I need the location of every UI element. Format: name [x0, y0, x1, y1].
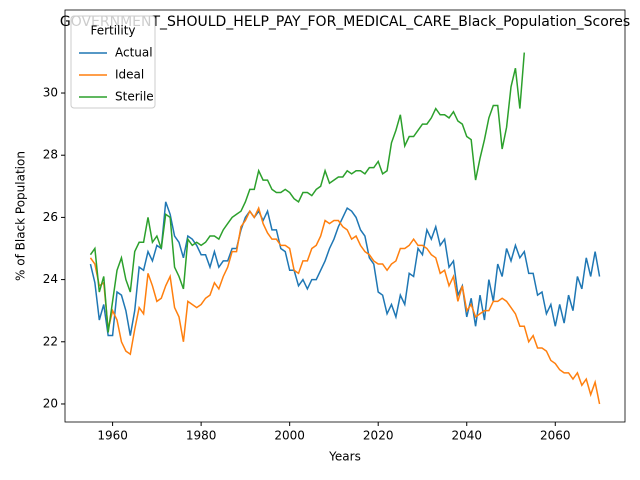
x-tick-label: 2000 [274, 429, 305, 443]
legend-title: Fertility [90, 24, 135, 38]
y-tick-label: 24 [43, 272, 58, 286]
x-tick-label: 1960 [97, 429, 128, 443]
x-tick-label: 1980 [186, 429, 217, 443]
y-tick-label: 28 [43, 148, 58, 162]
x-tick-label: 2020 [363, 429, 394, 443]
series-line [89, 205, 601, 405]
series-line [89, 201, 601, 337]
y-axis-label: % of Black Population [14, 151, 28, 281]
legend-label: Sterile [115, 90, 154, 104]
plot-frame [64, 9, 626, 423]
x-tick-label: 2040 [451, 429, 482, 443]
y-tick-label: 20 [43, 396, 58, 410]
y-tick-label: 22 [43, 334, 58, 348]
legend-box [70, 15, 156, 109]
legend-label: Ideal [115, 68, 144, 82]
series-line [89, 52, 526, 333]
x-axis-label: Years [328, 450, 361, 464]
x-tick-label: 2060 [540, 429, 571, 443]
y-tick-label: 30 [43, 86, 58, 100]
chart-title: GOVERNMENT_SHOULD_HELP_PAY_FOR_MEDICAL_C… [60, 14, 630, 30]
legend-label: Actual [115, 46, 153, 60]
y-tick-label: 26 [43, 210, 58, 224]
